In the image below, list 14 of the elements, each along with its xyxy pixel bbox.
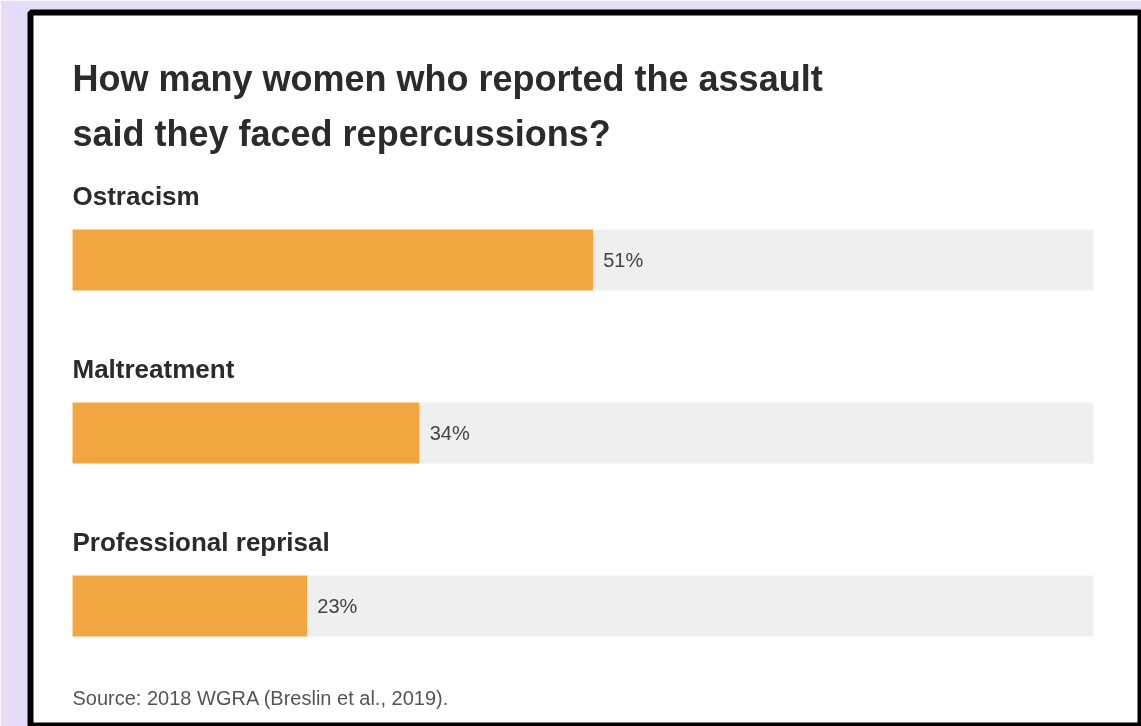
- bar: [72, 402, 420, 464]
- chart-title: How many women who reported the assault said they faced repercussions?: [72, 58, 823, 154]
- data-label: 23%: [317, 595, 358, 617]
- y-tick-label: Ostracism: [72, 180, 200, 211]
- bar: [419, 402, 1094, 464]
- bar: [72, 229, 594, 291]
- source-note: Source: 2018 WGRA (Breslin et al., 2019).: [72, 686, 449, 709]
- y-tick-label: Maltreatment: [72, 353, 235, 384]
- data-label: 34%: [429, 422, 470, 444]
- bar: [593, 229, 1094, 291]
- y-tick-label: Professional reprisal: [72, 526, 330, 557]
- bar: [307, 575, 1094, 637]
- bar: [72, 575, 308, 637]
- data-label: 51%: [603, 249, 644, 271]
